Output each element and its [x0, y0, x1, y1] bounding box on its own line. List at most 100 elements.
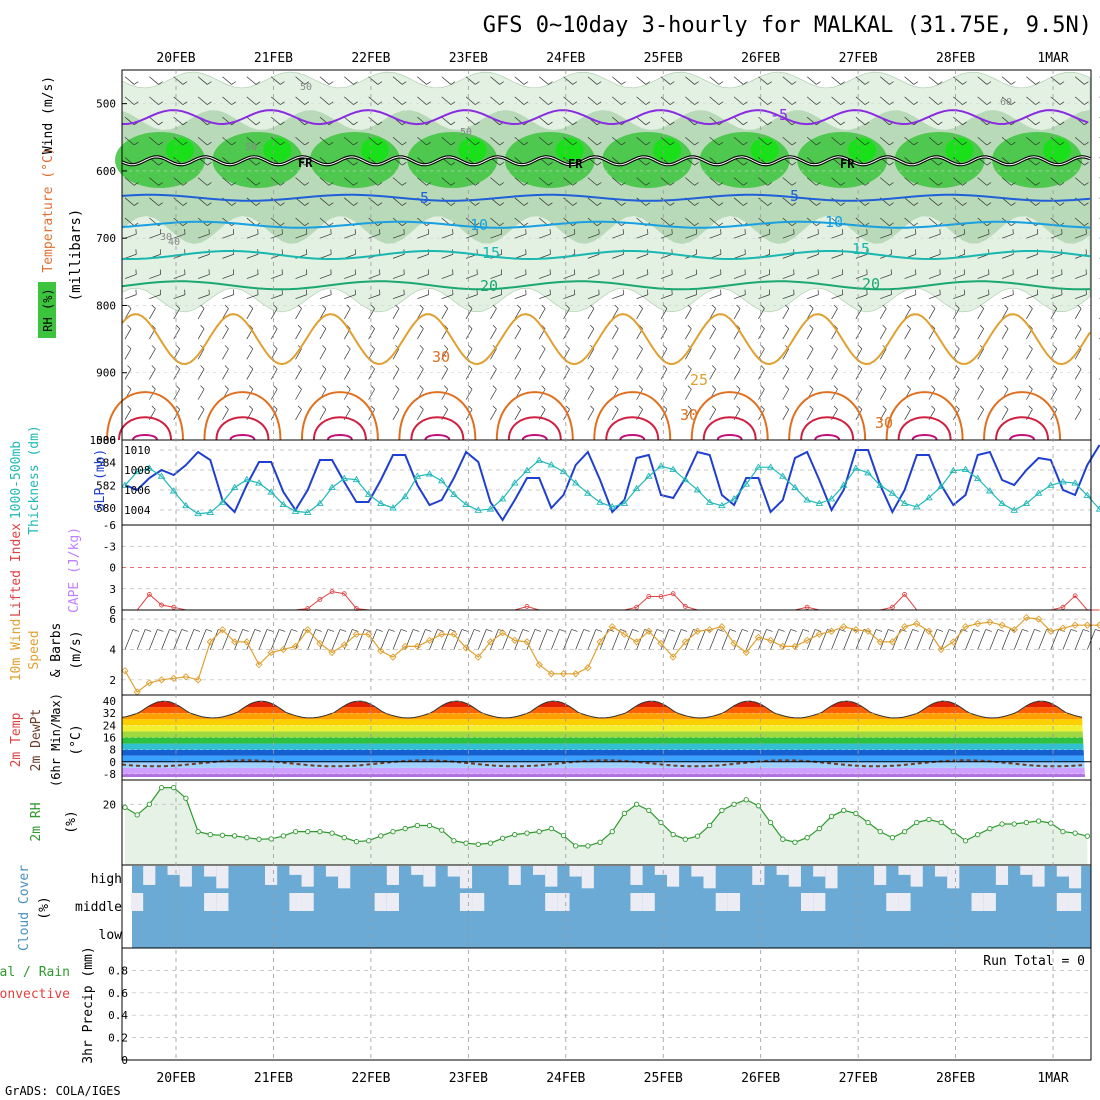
- wind-barb-flag: [280, 81, 285, 85]
- wind-barb: [709, 76, 720, 85]
- thickness-tick-label: 582: [96, 479, 116, 492]
- wind-barb-flag: [353, 141, 358, 146]
- wind-barb-flag: [249, 365, 254, 370]
- rh-peak-blob: [263, 138, 292, 162]
- wind-barb-10m: [380, 629, 390, 650]
- wind-barb: [660, 217, 671, 226]
- cloud-high-clear: [179, 866, 192, 887]
- wind-barb-flag: [864, 81, 870, 85]
- cloud-mid-clear: [289, 893, 302, 911]
- wind-barb: [538, 389, 546, 400]
- wind-barb-flag: [645, 81, 651, 85]
- cloud-mid-clear: [898, 893, 911, 911]
- wind-barb: [758, 233, 770, 239]
- wind-barb: [490, 274, 502, 279]
- wind-barb-10m: [295, 629, 304, 650]
- wind-barb: [855, 409, 863, 420]
- wind-barb-flag: [443, 385, 448, 390]
- wind-barb-flag: [322, 405, 327, 410]
- wind-barb-10m-flag: [449, 629, 456, 632]
- wind-barb-flag: [669, 202, 675, 206]
- wind-barb-flag: [638, 385, 643, 390]
- wind-speed-point: [900, 623, 909, 631]
- thickness-point: [133, 467, 141, 475]
- wind-barb-flag: [395, 365, 400, 370]
- isotherm-20: [121, 280, 1091, 291]
- wind-barb-10m: [392, 629, 402, 650]
- wind-speed-point: [304, 626, 312, 634]
- grads-credit: GrADS: COLA/IGES: [5, 1084, 121, 1098]
- lifted-index-point: [146, 592, 152, 597]
- wind-barb-flag: [809, 345, 814, 350]
- wind-barb: [1074, 389, 1082, 400]
- warm-isotherm-loop: [326, 433, 353, 441]
- lifted-index-point: [658, 594, 664, 599]
- wind-barb-flag: [809, 405, 814, 410]
- wind-speed-point: [681, 638, 689, 646]
- wind-barb: [831, 137, 841, 146]
- top-date-label: 1MAR: [1037, 51, 1068, 66]
- wind-barb: [953, 389, 960, 400]
- wind-barb: [539, 294, 551, 300]
- wind-barb-flag: [468, 365, 473, 370]
- wind-barb: [368, 177, 379, 186]
- thickness-point: [169, 487, 178, 494]
- wind-barb-flag: [816, 222, 821, 227]
- cloud-high-clear: [776, 866, 789, 875]
- wind-barb-10m-flag: [193, 629, 201, 632]
- thickness-point: [377, 499, 385, 506]
- temperature-band: [122, 725, 1085, 732]
- wind-barb-flag: [614, 304, 619, 309]
- wind-barb: [1074, 177, 1085, 186]
- wind-barb-flag: [596, 202, 602, 206]
- wind-barb: [392, 409, 400, 420]
- wind-barb-flag: [353, 121, 358, 126]
- wind-barb: [1026, 96, 1036, 105]
- warm-isotherm-loop: [911, 433, 938, 441]
- wind-barb: [953, 233, 965, 239]
- temperature-max-line: [121, 700, 1083, 719]
- wind-barb: [831, 294, 843, 300]
- wind-barb: [368, 368, 375, 380]
- wind-barb: [246, 233, 259, 239]
- wind-barb-flag: [1011, 182, 1016, 186]
- wind-barb: [197, 409, 205, 420]
- wind-barb-10m: [246, 629, 256, 650]
- wind-barb: [660, 137, 671, 146]
- wind-barb-flag: [249, 304, 254, 309]
- wind-barb: [563, 96, 573, 105]
- thickness-point: [437, 476, 446, 484]
- wind-barb-10m: [867, 629, 877, 650]
- thickness-point: [145, 464, 154, 471]
- wind-barb-flag: [377, 222, 383, 227]
- wind-barb: [319, 197, 330, 206]
- cloud-high-clear: [581, 866, 594, 889]
- lifted-index-point: [902, 592, 907, 597]
- wind-barb: [733, 389, 741, 400]
- thickness-point: [876, 481, 885, 488]
- wind-barb: [441, 116, 452, 126]
- wind-barb: [879, 308, 887, 320]
- wind-barb-flag: [736, 365, 741, 370]
- bottom-date-label: 23FEB: [449, 1071, 488, 1086]
- wind-barb-flag: [979, 324, 984, 329]
- temperature-tick-label: 8: [109, 744, 116, 757]
- wind-barb: [392, 177, 403, 186]
- wind-barb-flag: [419, 385, 424, 390]
- wind-barb: [124, 253, 137, 259]
- wind-barb: [319, 253, 332, 259]
- wind-barb: [465, 76, 476, 85]
- wind-barb-10m-flag: [205, 629, 213, 632]
- wind-barb-flag: [133, 202, 139, 206]
- rh2m-point: [1060, 828, 1066, 835]
- rh-peak-blob: [653, 138, 682, 162]
- wind-barb: [611, 348, 619, 360]
- wind-barb-flag: [499, 101, 504, 105]
- cloud-mid-clear: [301, 893, 314, 911]
- wind-speed-series-line: [124, 616, 1100, 693]
- wind-barb: [197, 308, 205, 320]
- wind-barb-flag: [767, 141, 772, 146]
- wind-barb-flag: [492, 324, 497, 329]
- wind-barb-flag: [200, 304, 205, 309]
